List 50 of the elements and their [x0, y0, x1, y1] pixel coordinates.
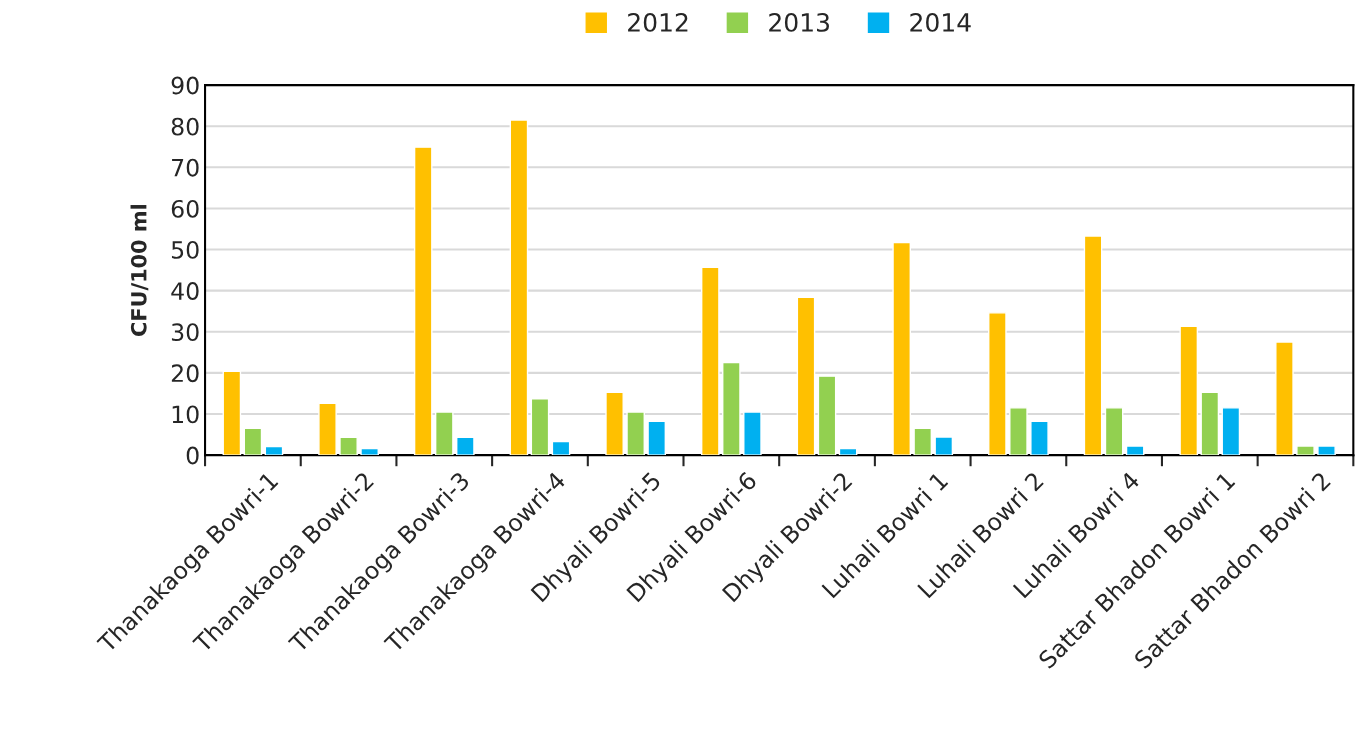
- bar: [700, 266, 720, 456]
- bar: [243, 427, 263, 456]
- legend-label: 2013: [769, 12, 829, 32]
- bar: [222, 370, 242, 456]
- bar: [1083, 235, 1103, 456]
- bar: [1275, 341, 1294, 456]
- y-tick-label: 50: [171, 240, 199, 259]
- bar: [647, 420, 667, 456]
- y-tick-label: 20: [171, 364, 199, 383]
- bar: [1221, 407, 1241, 456]
- bar: [318, 402, 337, 456]
- legend-label: 2014: [910, 12, 971, 32]
- bar: [551, 440, 571, 456]
- bar: [743, 411, 762, 456]
- bar: [796, 296, 816, 456]
- bar: [892, 241, 911, 456]
- bar: [434, 411, 454, 456]
- legend-label: 2012: [628, 12, 688, 32]
- bar: [1104, 407, 1124, 456]
- y-tick-label: 10: [172, 405, 199, 424]
- bar: [360, 447, 379, 456]
- bar: [934, 436, 954, 456]
- y-axis-title: CFU/100 ml: [130, 205, 149, 336]
- bar: [838, 447, 858, 456]
- bar: [1317, 445, 1336, 456]
- y-tick-label: 60: [171, 199, 199, 218]
- y-tick-label: 70: [172, 158, 199, 177]
- y-tick-label: 40: [171, 282, 199, 300]
- bar: [817, 375, 837, 456]
- y-tick-label: 90: [171, 76, 199, 95]
- bar: [1030, 420, 1049, 456]
- bar: [264, 445, 284, 456]
- bar: [1296, 445, 1315, 456]
- bar: [626, 411, 645, 456]
- bar: [456, 436, 475, 456]
- y-tick-label: 0: [186, 446, 199, 465]
- bar: [509, 119, 529, 456]
- bar: [1179, 325, 1199, 456]
- bar: [1200, 391, 1220, 456]
- bar: [605, 391, 624, 456]
- y-tick-label: 80: [171, 117, 199, 136]
- bar: [339, 436, 358, 456]
- bar: [1009, 407, 1028, 456]
- bar: [722, 361, 741, 456]
- bar: [530, 398, 550, 456]
- bar: [913, 427, 933, 456]
- bar: [988, 312, 1007, 456]
- y-tick-label: 30: [171, 323, 199, 342]
- bar: [1125, 445, 1145, 456]
- bar: [413, 146, 433, 456]
